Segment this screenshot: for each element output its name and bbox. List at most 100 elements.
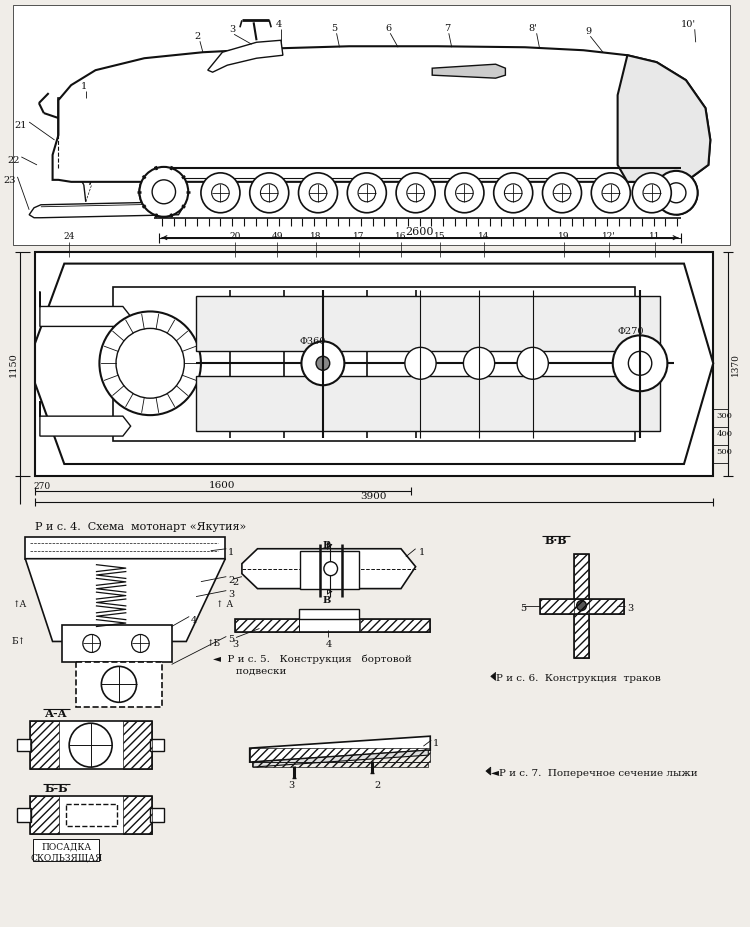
Polygon shape bbox=[432, 65, 506, 79]
Text: 2600: 2600 bbox=[405, 226, 433, 236]
Circle shape bbox=[643, 184, 661, 203]
Polygon shape bbox=[29, 203, 183, 219]
Text: 3: 3 bbox=[228, 589, 235, 598]
Text: 1: 1 bbox=[419, 547, 424, 556]
Text: 12': 12' bbox=[602, 232, 616, 240]
Circle shape bbox=[505, 184, 522, 203]
Text: 9: 9 bbox=[585, 27, 592, 36]
Bar bbox=[298, 609, 359, 619]
Circle shape bbox=[464, 348, 495, 380]
Bar bbox=[360, 619, 430, 633]
Circle shape bbox=[667, 184, 686, 204]
Circle shape bbox=[396, 173, 435, 213]
Polygon shape bbox=[486, 768, 490, 775]
Circle shape bbox=[211, 184, 230, 203]
Text: СКОЛЬЗЯЩАЯ: СКОЛЬЗЯЩАЯ bbox=[30, 853, 103, 862]
Bar bbox=[235, 619, 298, 633]
Text: ◄  Р и с. 5.   Конструкция   бортовой: ◄ Р и с. 5. Конструкция бортовой bbox=[213, 654, 412, 663]
Circle shape bbox=[456, 184, 473, 203]
Bar bbox=[30, 721, 152, 769]
Bar bbox=[250, 748, 430, 762]
Text: 1370: 1370 bbox=[730, 352, 740, 375]
Bar bbox=[196, 298, 659, 352]
Text: 3: 3 bbox=[289, 781, 295, 789]
Polygon shape bbox=[574, 554, 590, 659]
Text: 17: 17 bbox=[353, 232, 364, 240]
Text: Р и с. 4.  Схема  мотонарт «Якутия»: Р и с. 4. Схема мотонарт «Якутия» bbox=[35, 521, 246, 531]
Circle shape bbox=[602, 184, 619, 203]
Bar bbox=[26, 538, 225, 559]
Text: 18: 18 bbox=[310, 232, 322, 240]
Text: В: В bbox=[322, 540, 331, 549]
Bar bbox=[235, 619, 430, 633]
Text: 1: 1 bbox=[228, 547, 235, 556]
Circle shape bbox=[494, 173, 532, 213]
Circle shape bbox=[152, 181, 176, 205]
Bar bbox=[76, 663, 162, 707]
Text: 1: 1 bbox=[433, 739, 439, 747]
Text: 300: 300 bbox=[716, 412, 732, 420]
Text: ↑ А: ↑ А bbox=[215, 599, 232, 608]
Bar bbox=[30, 721, 59, 769]
Text: 49: 49 bbox=[272, 232, 283, 240]
Text: В: В bbox=[322, 595, 331, 604]
Bar bbox=[150, 740, 164, 751]
Circle shape bbox=[250, 173, 289, 213]
Text: 10': 10' bbox=[681, 20, 697, 30]
Circle shape bbox=[100, 312, 201, 415]
Text: 4: 4 bbox=[191, 615, 197, 624]
Circle shape bbox=[116, 329, 184, 399]
Text: Б↑: Б↑ bbox=[11, 637, 26, 646]
Text: 5: 5 bbox=[520, 603, 526, 612]
Polygon shape bbox=[26, 559, 225, 641]
Circle shape bbox=[324, 562, 338, 576]
Text: 3: 3 bbox=[229, 25, 236, 34]
Text: 22: 22 bbox=[7, 156, 20, 165]
Text: 5: 5 bbox=[228, 635, 234, 643]
Circle shape bbox=[140, 168, 188, 218]
Bar bbox=[196, 377, 659, 432]
Text: 400: 400 bbox=[716, 429, 732, 438]
Text: 1600: 1600 bbox=[209, 480, 236, 489]
Circle shape bbox=[445, 173, 484, 213]
Bar bbox=[58, 99, 148, 177]
Text: 23: 23 bbox=[3, 176, 16, 184]
Circle shape bbox=[69, 723, 112, 768]
Text: 6: 6 bbox=[386, 24, 392, 33]
Polygon shape bbox=[490, 673, 496, 680]
Polygon shape bbox=[53, 47, 710, 183]
Circle shape bbox=[628, 352, 652, 375]
Text: ◄Р и с. 7.  Поперечное сечение лыжи: ◄Р и с. 7. Поперечное сечение лыжи bbox=[490, 768, 698, 777]
Circle shape bbox=[201, 173, 240, 213]
Text: 19: 19 bbox=[558, 232, 570, 240]
Bar bbox=[13, 6, 730, 246]
Circle shape bbox=[542, 173, 581, 213]
Bar bbox=[113, 287, 635, 441]
Text: Б-Б: Б-Б bbox=[45, 782, 68, 794]
Bar bbox=[298, 619, 359, 633]
Circle shape bbox=[577, 601, 586, 611]
Bar bbox=[123, 796, 152, 834]
Bar bbox=[17, 808, 31, 822]
Text: ↑А: ↑А bbox=[11, 599, 26, 608]
Text: 5: 5 bbox=[332, 24, 338, 33]
Polygon shape bbox=[617, 57, 710, 183]
Circle shape bbox=[298, 173, 338, 213]
Text: 16: 16 bbox=[395, 232, 406, 240]
Circle shape bbox=[316, 357, 330, 371]
Circle shape bbox=[302, 342, 344, 386]
Circle shape bbox=[358, 184, 376, 203]
Circle shape bbox=[655, 171, 698, 215]
Text: ПОСАДКА: ПОСАДКА bbox=[41, 842, 92, 851]
Text: 4: 4 bbox=[276, 20, 282, 30]
Bar bbox=[33, 839, 100, 861]
Circle shape bbox=[632, 173, 671, 213]
Bar bbox=[17, 740, 31, 751]
Text: ↑Б: ↑Б bbox=[206, 639, 220, 648]
Circle shape bbox=[82, 635, 100, 653]
Bar bbox=[301, 552, 359, 589]
Polygon shape bbox=[208, 41, 283, 73]
Text: Φ360: Φ360 bbox=[300, 337, 326, 346]
Text: подвески: подвески bbox=[213, 666, 286, 675]
Polygon shape bbox=[40, 292, 130, 327]
